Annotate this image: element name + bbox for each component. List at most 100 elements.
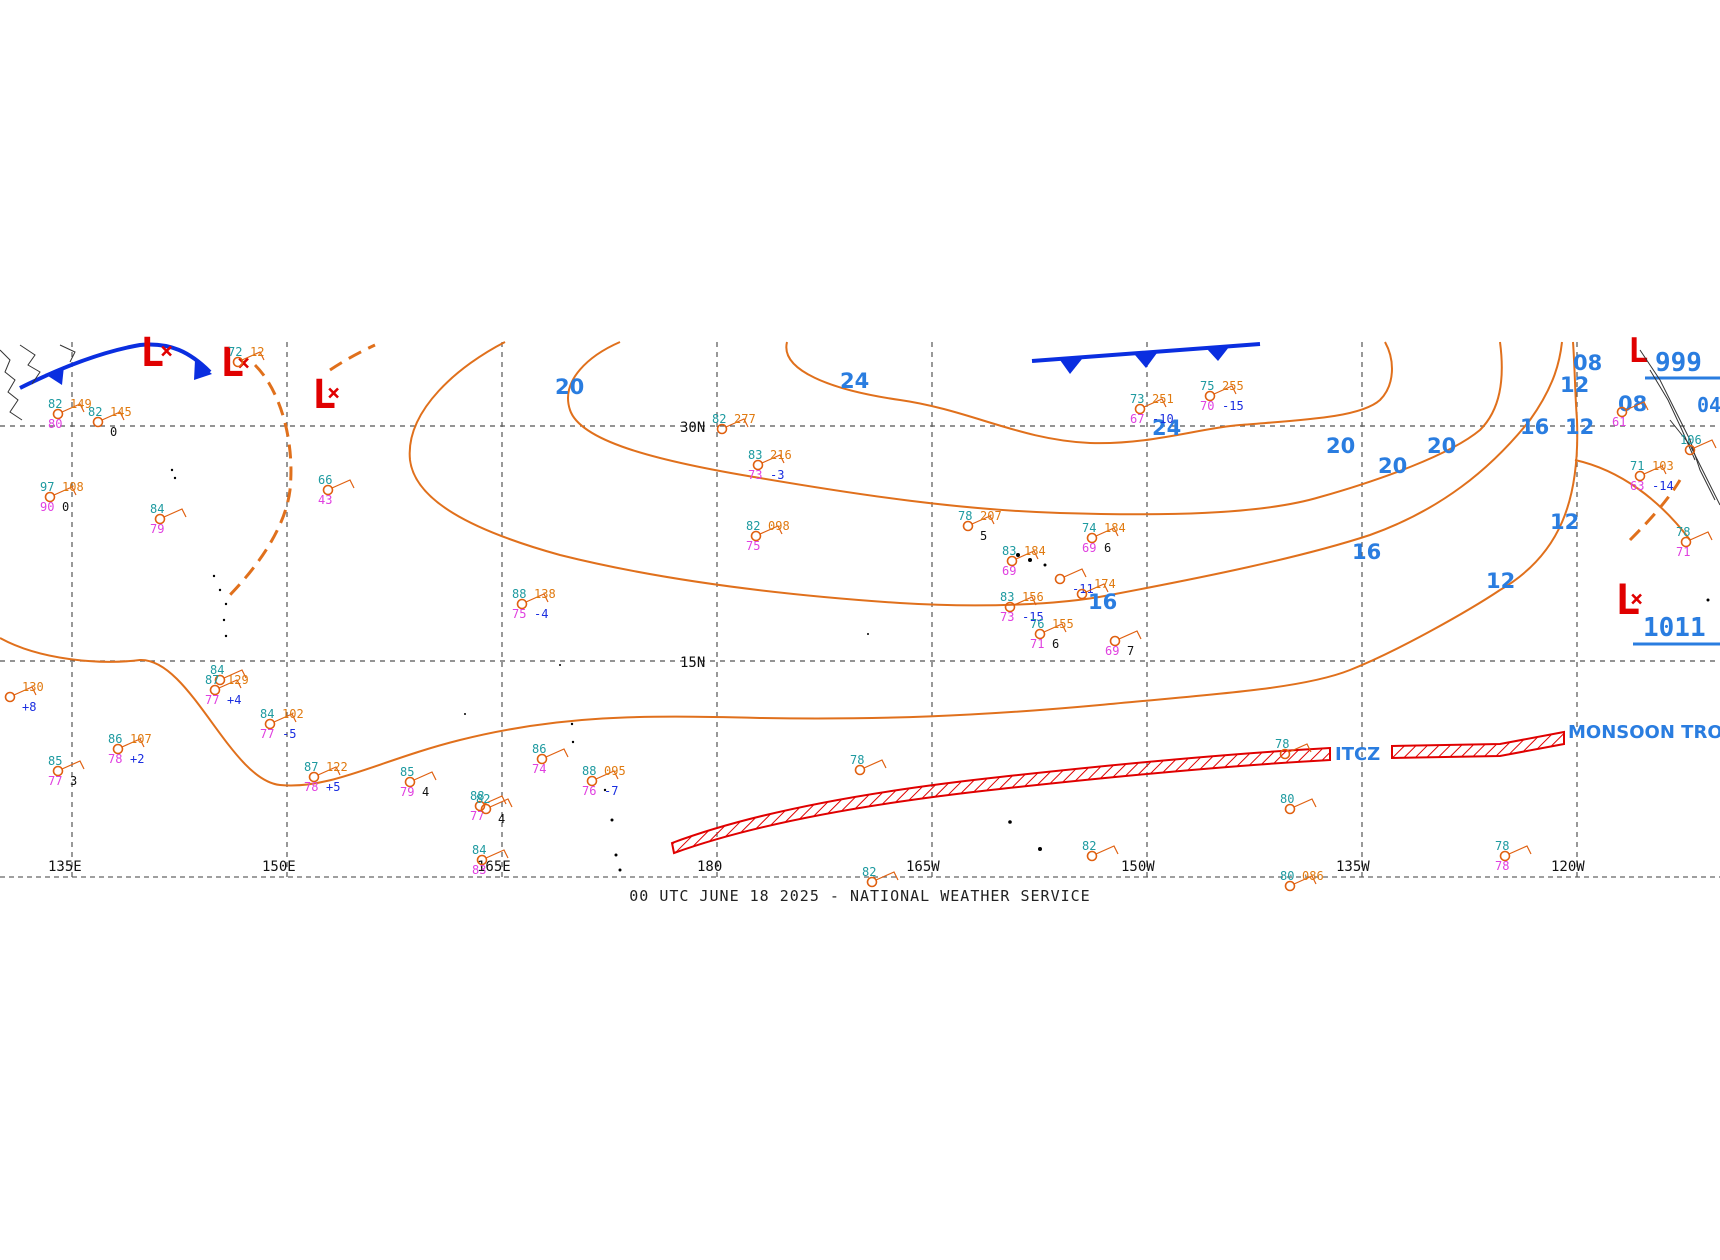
station-circle-icon bbox=[750, 530, 762, 542]
svg-text:L: L bbox=[220, 340, 244, 386]
station-dewpoint: 83 bbox=[472, 863, 486, 877]
wind-barb-icon bbox=[241, 351, 265, 361]
wind-barb-icon bbox=[595, 770, 619, 780]
station-plot: 85 79 4 bbox=[400, 765, 437, 799]
station-pressure: 255 bbox=[1222, 379, 1244, 393]
station-temperature: 86 bbox=[532, 742, 546, 756]
isobar-label: 24 bbox=[1152, 416, 1181, 440]
station-temperature: 87 bbox=[304, 760, 318, 774]
cold-front-north-central bbox=[1031, 342, 1261, 374]
station-plot: 87 129 77 +4 bbox=[205, 673, 249, 707]
station-temperature: 83 bbox=[748, 448, 762, 462]
station-dewpoint: 77 bbox=[470, 809, 484, 823]
station-pressure: 102 bbox=[282, 707, 304, 721]
station-tendency: +5 bbox=[326, 780, 340, 794]
monsoon-trough-label: MONSOON TRO bbox=[1568, 722, 1720, 743]
svg-text:L: L bbox=[1615, 575, 1640, 624]
station-circle-icon bbox=[1076, 588, 1088, 600]
station-pressure: 207 bbox=[980, 509, 1002, 523]
station-plot: 78 207 5 bbox=[958, 509, 1002, 543]
station-plot: 69 7 bbox=[1105, 630, 1142, 658]
wind-barb-icon bbox=[61, 760, 85, 770]
station-dewpoint: 75 bbox=[746, 539, 760, 553]
station-temperature: 86 bbox=[108, 732, 122, 746]
station-plot: 78 bbox=[1275, 737, 1312, 760]
station-temperature: 84 bbox=[210, 663, 224, 677]
station-dewpoint: 70 bbox=[1200, 399, 1214, 413]
wind-barb-icon bbox=[1643, 465, 1667, 475]
station-pressure: 145 bbox=[110, 405, 132, 419]
wind-barb-icon bbox=[971, 515, 995, 525]
station-plot: 80 bbox=[1280, 792, 1317, 815]
station-circle-icon bbox=[264, 718, 276, 730]
station-temperature: 88 bbox=[582, 764, 596, 778]
svg-text:L: L bbox=[1628, 331, 1648, 371]
station-tendency: -5 bbox=[282, 727, 296, 741]
wind-barb-icon bbox=[1063, 568, 1087, 578]
station-tendency: 4 bbox=[498, 812, 505, 826]
wind-barb-icon bbox=[759, 525, 783, 535]
station-plot: 130+8 bbox=[4, 680, 44, 714]
station-circle-icon bbox=[232, 356, 244, 368]
station-plot: 82 149 80 bbox=[48, 397, 92, 431]
station-dewpoint: 90 bbox=[40, 500, 54, 514]
station-tendency: 7 bbox=[1127, 644, 1134, 658]
station-pressure: 086 bbox=[1302, 869, 1324, 883]
station-circle-icon bbox=[1054, 573, 1066, 585]
station-circle-icon bbox=[752, 459, 764, 471]
station-plot: 71 103 63 -14 bbox=[1630, 459, 1674, 493]
lat-label: 30N bbox=[680, 420, 705, 436]
low-center: L × bbox=[312, 372, 340, 418]
station-tendency: -15 bbox=[1222, 399, 1244, 413]
station-pressure: 12 bbox=[250, 345, 264, 359]
wind-barb-icon bbox=[1143, 398, 1167, 408]
svg-text:×: × bbox=[160, 339, 173, 364]
station-pressure: 155 bbox=[1052, 617, 1074, 631]
station-temperature: 84 bbox=[150, 502, 164, 516]
station-plot: 82 098 75 bbox=[746, 519, 790, 553]
isobar-20-upper bbox=[567, 341, 1503, 516]
station-pressure: 174 bbox=[1094, 577, 1116, 591]
station-plot: 86 107 78 +2 bbox=[108, 732, 152, 766]
wind-barb-icon bbox=[1293, 875, 1317, 885]
station-dewpoint: 78 bbox=[108, 752, 122, 766]
station-plot: 61 bbox=[1612, 401, 1649, 429]
station-circle-icon bbox=[92, 416, 104, 428]
wind-barb-icon bbox=[331, 479, 355, 489]
station-pressure: 156 bbox=[1022, 590, 1044, 604]
station-tendency: -3 bbox=[770, 468, 784, 482]
station-temperature: 82 bbox=[88, 405, 102, 419]
station-circle-icon bbox=[52, 765, 64, 777]
station-plot: 84 bbox=[210, 663, 247, 686]
isobar-label: 20 bbox=[1326, 434, 1355, 458]
station-temperature: 106 bbox=[1680, 433, 1702, 447]
station-dewpoint: 78 bbox=[304, 780, 318, 794]
station-plot: 73 251 67 -10 bbox=[1130, 392, 1174, 426]
wind-barb-icon bbox=[1625, 401, 1649, 411]
wind-barb-icon bbox=[101, 411, 125, 421]
pressure-values: 999 1011 04 bbox=[1633, 348, 1720, 646]
station-tendency: +2 bbox=[130, 752, 144, 766]
station-temperature: 72 bbox=[228, 345, 242, 359]
station-circle-icon bbox=[52, 408, 64, 420]
isobar-label: 12 bbox=[1560, 373, 1589, 397]
station-plot: 83 156 73 -15 bbox=[1000, 590, 1044, 624]
station-temperature: 85 bbox=[48, 754, 62, 768]
wind-barb-icon bbox=[1085, 583, 1109, 593]
isobar-label: 16 bbox=[1520, 415, 1549, 439]
low-center: L × bbox=[1615, 575, 1643, 624]
station-plot: 97 108 90 0 bbox=[40, 480, 84, 514]
station-plot: 82 bbox=[1082, 839, 1119, 862]
station-dewpoint: 78 bbox=[1495, 859, 1509, 873]
station-plot: 106 bbox=[1680, 433, 1717, 456]
station-tendency: -7 bbox=[604, 784, 618, 798]
wind-barb-icon bbox=[1288, 743, 1312, 753]
itcz-label: ITCZ bbox=[1335, 744, 1380, 765]
station-circle-icon bbox=[1634, 470, 1646, 482]
wind-barb-icon bbox=[163, 508, 187, 518]
station-circle-icon bbox=[1086, 850, 1098, 862]
